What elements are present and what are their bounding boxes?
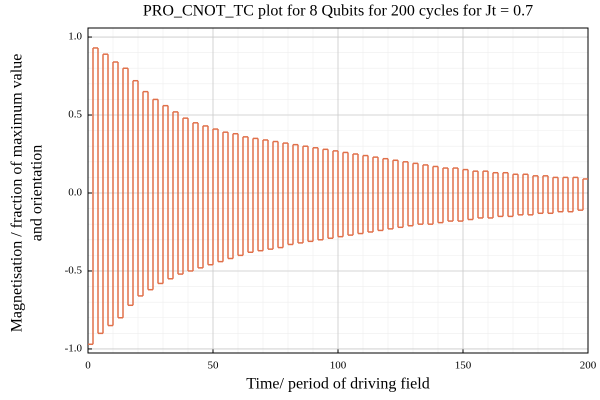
y-tick-label: 0.5 <box>68 109 82 121</box>
y-axis-label: Magnetisation / fraction of maximum valu… <box>9 54 26 333</box>
chart-title: PRO_CNOT_TC plot for 8 Qubits for 200 cy… <box>143 3 533 20</box>
plot-frame <box>87 27 589 354</box>
x-tick-label: 150 <box>455 360 472 372</box>
y-axis-label: and orientation <box>29 145 46 241</box>
x-tick-label: 200 <box>580 360 597 372</box>
y-tick-label: 0.0 <box>68 187 82 199</box>
y-tick-label: -0.5 <box>65 265 83 277</box>
x-tick-label: 0 <box>85 360 91 372</box>
y-tick-label: 1.0 <box>68 31 82 43</box>
x-tick-label: 50 <box>208 360 220 372</box>
x-axis-label: Time/ period of driving field <box>246 376 429 393</box>
y-tick-label: -1.0 <box>65 342 83 354</box>
x-tick-label: 100 <box>330 360 347 372</box>
